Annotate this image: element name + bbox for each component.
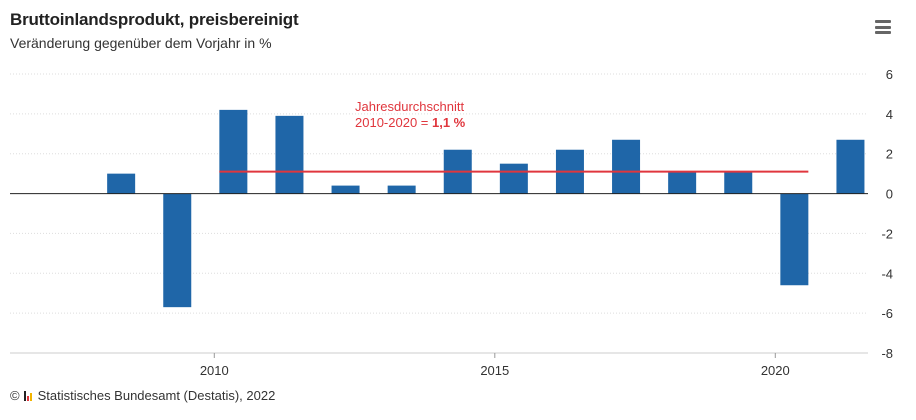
y-tick-label: -4 xyxy=(881,266,893,281)
destatis-logo-icon xyxy=(23,390,34,401)
bar-2018 xyxy=(668,171,697,194)
annotation-line1: Jahresdurchschnitt xyxy=(355,99,464,114)
x-tick-label: 2010 xyxy=(200,363,229,378)
bar-2012 xyxy=(331,185,360,194)
bar-2009 xyxy=(163,193,192,308)
bar-2017 xyxy=(612,139,641,194)
footer: © Statistisches Bundesamt (Destatis), 20… xyxy=(10,388,275,403)
annotation-line2: 2010-2020 = 1,1 % xyxy=(355,115,466,130)
hamburger-menu-icon[interactable] xyxy=(875,20,891,34)
y-tick-label: 2 xyxy=(886,147,893,162)
y-tick-label: 6 xyxy=(886,67,893,82)
chart-title: Bruttoinlandsprodukt, preisbereinigt xyxy=(10,10,299,29)
y-tick-label: -2 xyxy=(881,226,893,241)
y-tick-label: 4 xyxy=(886,107,893,122)
bar-2008 xyxy=(107,173,136,194)
x-tick-label: 2020 xyxy=(761,363,790,378)
bar-2021 xyxy=(836,139,865,194)
bar-2019 xyxy=(724,171,753,194)
bar-2013 xyxy=(387,185,416,194)
y-tick-label: -8 xyxy=(881,346,893,361)
copyright-symbol: © xyxy=(10,388,20,403)
x-tick-label: 2015 xyxy=(480,363,509,378)
bar-2015 xyxy=(499,163,528,194)
bar-2010 xyxy=(219,109,248,194)
y-tick-label: 0 xyxy=(886,187,893,202)
bar-2020 xyxy=(780,193,809,286)
y-tick-label: -6 xyxy=(881,306,893,321)
chart-subtitle: Veränderung gegenüber dem Vorjahr in % xyxy=(10,35,272,51)
bar-2011 xyxy=(275,115,304,194)
source-text: Statistisches Bundesamt (Destatis), 2022 xyxy=(37,388,276,403)
